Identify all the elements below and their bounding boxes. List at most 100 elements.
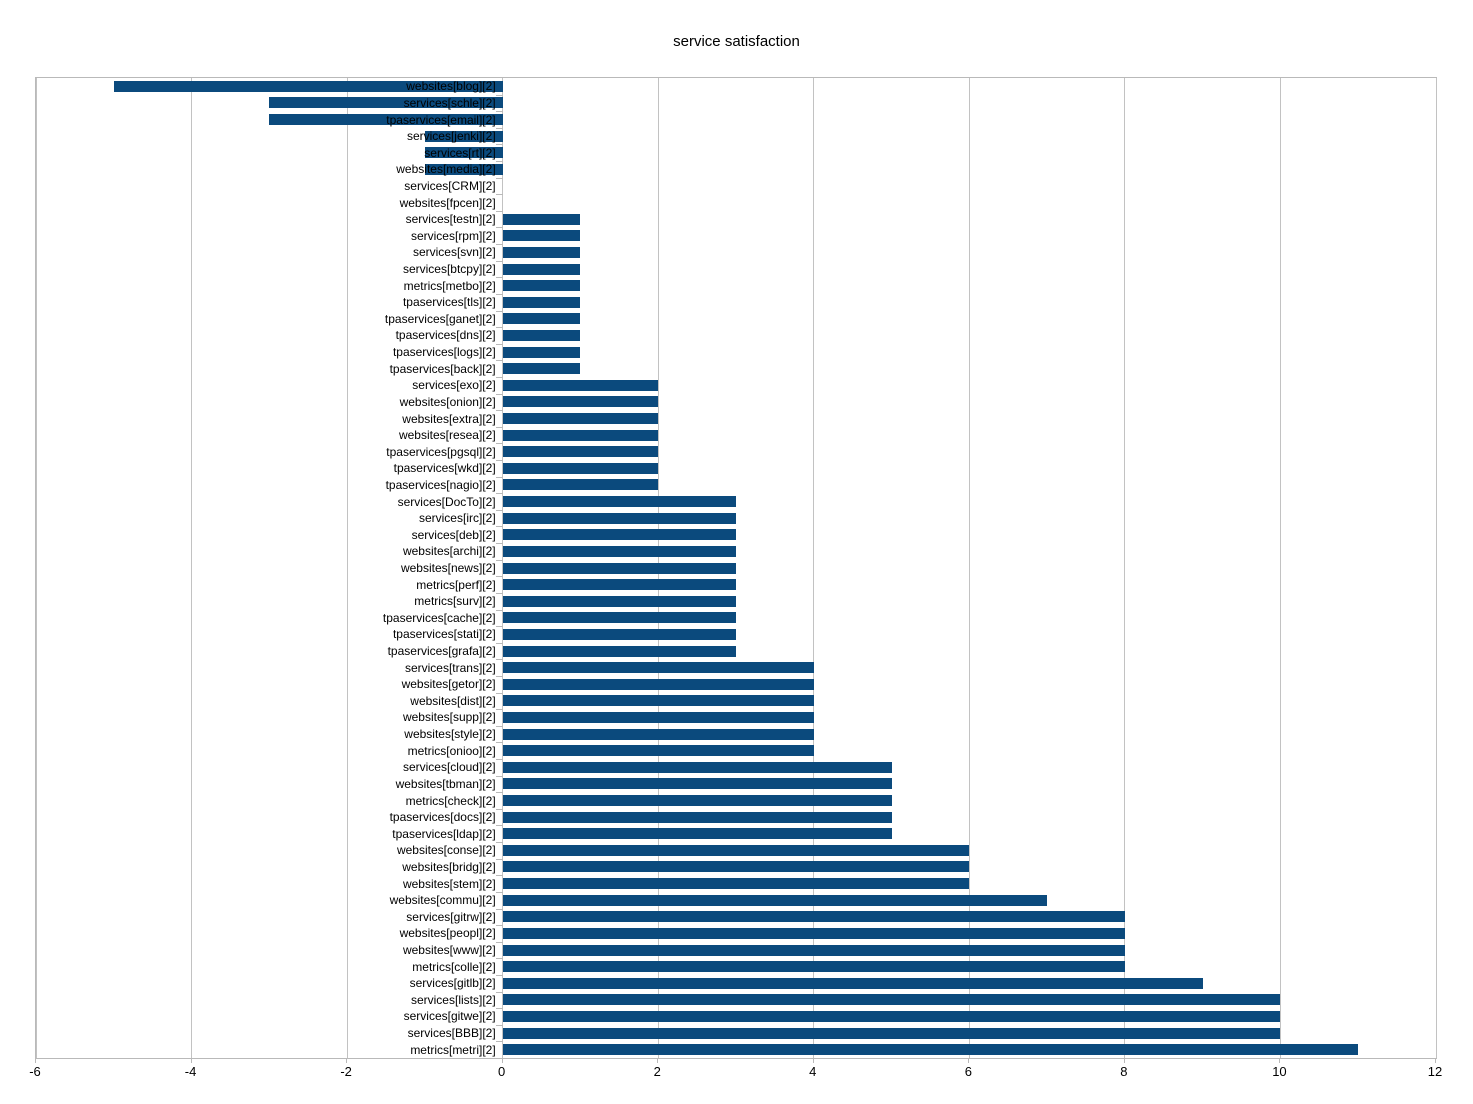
gridline	[1435, 78, 1437, 1058]
category-axis-tick	[495, 891, 503, 893]
bar	[269, 97, 503, 109]
x-tick-label: 4	[809, 1064, 817, 1079]
category-label: metrics[surv][2]	[414, 594, 496, 609]
category-label: metrics[perf][2]	[416, 577, 496, 592]
bar	[502, 662, 814, 674]
bar	[502, 363, 581, 375]
bar	[502, 695, 814, 707]
category-axis-tick	[495, 609, 503, 611]
category-axis-tick	[495, 692, 503, 694]
category-label: services[BBB][2]	[407, 1026, 496, 1041]
bar	[502, 894, 1048, 906]
x-tick-label: 12	[1427, 1064, 1443, 1079]
bar	[502, 429, 659, 441]
bar	[502, 595, 736, 607]
bar	[502, 545, 736, 557]
category-axis-tick	[495, 493, 503, 495]
category-axis-tick	[495, 227, 503, 229]
category-label: tpaservices[back][2]	[389, 361, 496, 376]
category-label: tpaservices[docs][2]	[389, 810, 496, 825]
x-axis-tick	[190, 1058, 192, 1063]
gridline	[35, 78, 37, 1058]
bar	[502, 413, 659, 424]
category-axis-tick	[495, 825, 503, 827]
category-axis-tick	[495, 476, 503, 478]
plot-area: websites[blog][2] services[schle][2] tpase…	[35, 77, 1437, 1059]
category-label: websites[blog][2]	[406, 79, 496, 94]
x-axis-tick	[1123, 1058, 1125, 1063]
category-label: websites[resea][2]	[398, 428, 496, 443]
category-label: services[testn][2]	[405, 212, 496, 227]
category-label: metrics[metbo][2]	[403, 278, 496, 293]
bar	[502, 246, 581, 258]
category-axis-tick	[495, 925, 503, 927]
bar	[502, 861, 970, 873]
x-axis-tick	[657, 1058, 659, 1063]
category-axis-tick	[495, 161, 503, 163]
bar	[502, 994, 1281, 1006]
category-label: metrics[onioo][2]	[407, 743, 496, 758]
category-label: websites[style][2]	[404, 727, 496, 742]
bar	[113, 80, 503, 92]
bar	[502, 961, 1125, 973]
x-axis-tick	[346, 1058, 348, 1063]
category-label: websites[news][2]	[400, 560, 496, 575]
category-label: tpaservices[email][2]	[386, 112, 496, 127]
gridline	[346, 78, 348, 1058]
category-label: metrics[colle][2]	[412, 959, 496, 974]
x-tick-label: 0	[498, 1064, 506, 1079]
bar	[502, 512, 736, 524]
category-label: tpaservices[ganet][2]	[384, 311, 496, 326]
category-label: services[CRM][2]	[404, 178, 496, 193]
category-axis-tick	[495, 675, 503, 677]
gridline	[968, 78, 970, 1058]
x-tick-label: 10	[1272, 1064, 1287, 1079]
category-axis-tick	[495, 393, 503, 395]
category-axis-tick	[495, 858, 503, 860]
category-axis-tick	[495, 410, 503, 412]
bar	[502, 678, 814, 690]
gridline	[191, 78, 193, 1058]
x-axis-tick	[1435, 1058, 1436, 1063]
category-axis-tick	[495, 310, 503, 312]
category-label: services[DocTo][2]	[397, 494, 496, 509]
category-label: services[cloud][2]	[402, 760, 496, 775]
category-axis-tick	[495, 460, 503, 462]
category-axis-tick	[495, 509, 503, 511]
category-label: websites[fpcen][2]	[399, 195, 496, 210]
bar	[424, 163, 503, 175]
category-axis-tick	[495, 659, 503, 661]
category-label: websites[extra][2]	[402, 411, 496, 426]
bar	[502, 1010, 1281, 1022]
bar	[502, 711, 814, 723]
category-axis-tick	[495, 576, 503, 578]
gridline	[813, 78, 815, 1058]
category-label: services[deb][2]	[411, 527, 496, 542]
category-axis-tick	[495, 111, 503, 113]
category-axis-tick	[495, 775, 503, 777]
bar	[502, 446, 659, 458]
category-axis-tick	[495, 194, 503, 196]
category-axis-tick	[495, 759, 503, 761]
bar	[502, 479, 659, 491]
category-label: services[gitlb][2]	[409, 976, 496, 991]
bar	[502, 462, 659, 474]
category-label: websites[archi][2]	[402, 544, 496, 559]
bar	[502, 645, 736, 657]
category-axis-tick	[495, 1008, 503, 1010]
bar	[502, 977, 1203, 989]
category-label: websites[media][2]	[396, 162, 496, 177]
category-label: websites[conse][2]	[396, 843, 496, 858]
bar	[502, 396, 659, 408]
category-label: services[schle][2]	[403, 95, 496, 110]
category-label: websites[tbman][2]	[395, 776, 496, 791]
bar	[502, 529, 736, 541]
category-axis-tick	[495, 443, 503, 445]
bar	[502, 927, 1125, 939]
category-label: tpaservices[tls][2]	[402, 295, 496, 310]
gridline	[1124, 78, 1126, 1058]
category-label: services[exo][2]	[412, 378, 496, 393]
category-label: services[rpm][2]	[410, 228, 496, 243]
bar	[502, 562, 736, 574]
